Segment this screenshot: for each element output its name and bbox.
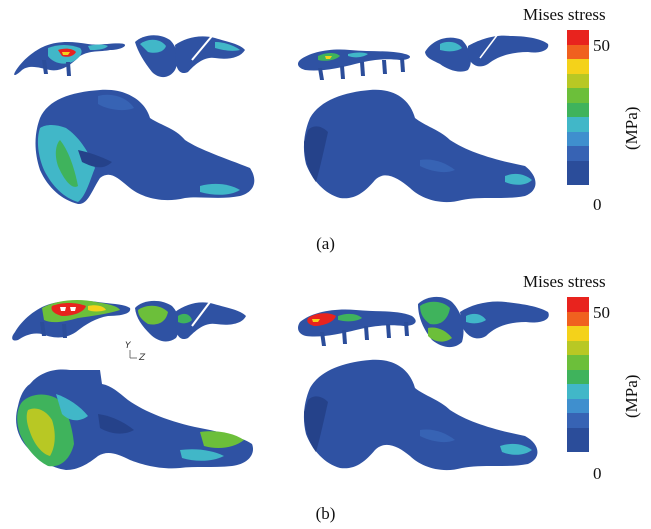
- scale-swatch: [567, 297, 589, 312]
- panel-b: Y Z Mises stress 50 0 (MPa) (b): [0, 264, 651, 529]
- scale-swatch: [567, 326, 589, 341]
- scale-swatch: [567, 175, 589, 185]
- bone-model-b-left: [16, 369, 254, 470]
- unit-label-a: (MPa): [622, 106, 641, 150]
- stress-render-b: [12, 296, 549, 471]
- scale-swatch: [567, 102, 589, 117]
- color-scale-b: [567, 297, 589, 452]
- scale-swatch: [567, 427, 589, 442]
- color-scale-a: [567, 30, 589, 185]
- scale-swatch: [567, 73, 589, 88]
- plate-model-a-left: [14, 42, 126, 76]
- tick-min-b: 0: [593, 464, 602, 483]
- tick-max-b: 50: [593, 303, 610, 322]
- bone-segment-b-right: [418, 296, 549, 348]
- tick-max-a: 50: [593, 36, 610, 55]
- scale-swatch: [567, 44, 589, 59]
- scale-swatch: [567, 131, 589, 146]
- unit-label-b: (MPa): [622, 374, 641, 418]
- bone-segment-a-left: [135, 35, 245, 78]
- scale-swatch: [567, 384, 589, 399]
- legend-title-b: Mises stress: [523, 272, 606, 291]
- scale-swatch: [567, 117, 589, 132]
- bone-model-a-right: [303, 89, 536, 203]
- scale-swatch: [567, 413, 589, 428]
- stress-render-a: [14, 33, 549, 205]
- scale-swatch: [567, 59, 589, 74]
- scale-swatch: [567, 398, 589, 413]
- scale-swatch: [567, 369, 589, 384]
- scale-swatch: [567, 30, 589, 45]
- bone-model-b-right: [303, 359, 538, 471]
- scale-swatch: [567, 355, 589, 370]
- scale-swatch: [567, 311, 589, 326]
- axis-y-label: Y: [125, 341, 131, 351]
- plate-model-a-right: [297, 49, 411, 80]
- bone-segment-a-right: [425, 33, 549, 72]
- plate-model-b-left: [12, 300, 131, 341]
- scale-swatch: [567, 160, 589, 175]
- axis-triad-lines: [129, 350, 137, 359]
- plate-model-b-right: [298, 309, 416, 346]
- panel-a: Mises stress 50 0 (MPa) (a): [0, 0, 651, 264]
- scale-swatch: [567, 88, 589, 103]
- caption-b: (b): [315, 504, 336, 523]
- axis-z-label: Z: [139, 353, 146, 363]
- tick-min-a: 0: [593, 195, 602, 214]
- bone-segment-b-left: [135, 300, 246, 342]
- scale-swatch: [567, 442, 589, 452]
- scale-swatch: [567, 146, 589, 161]
- legend-title-a: Mises stress: [523, 5, 606, 24]
- caption-a: (a): [316, 234, 335, 253]
- scale-swatch: [567, 340, 589, 355]
- bone-model-a-left: [35, 89, 255, 205]
